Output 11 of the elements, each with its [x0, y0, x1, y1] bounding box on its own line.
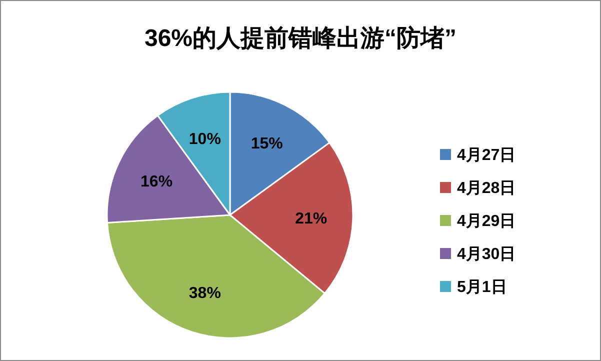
data-label: 15%: [250, 136, 283, 153]
legend-label: 4月28日: [457, 180, 516, 197]
chart-title: 36%的人提前错峰出游“防堵”: [144, 25, 457, 52]
legend-label: 4月30日: [457, 246, 516, 263]
data-label: 21%: [295, 210, 328, 228]
data-label: 10%: [188, 130, 221, 148]
legend-label: 4月29日: [457, 213, 516, 230]
data-label: 38%: [188, 285, 221, 302]
legend-label: 4月27日: [457, 147, 516, 164]
data-label: 16%: [140, 173, 173, 190]
legend-label: 5月1日: [457, 279, 507, 296]
